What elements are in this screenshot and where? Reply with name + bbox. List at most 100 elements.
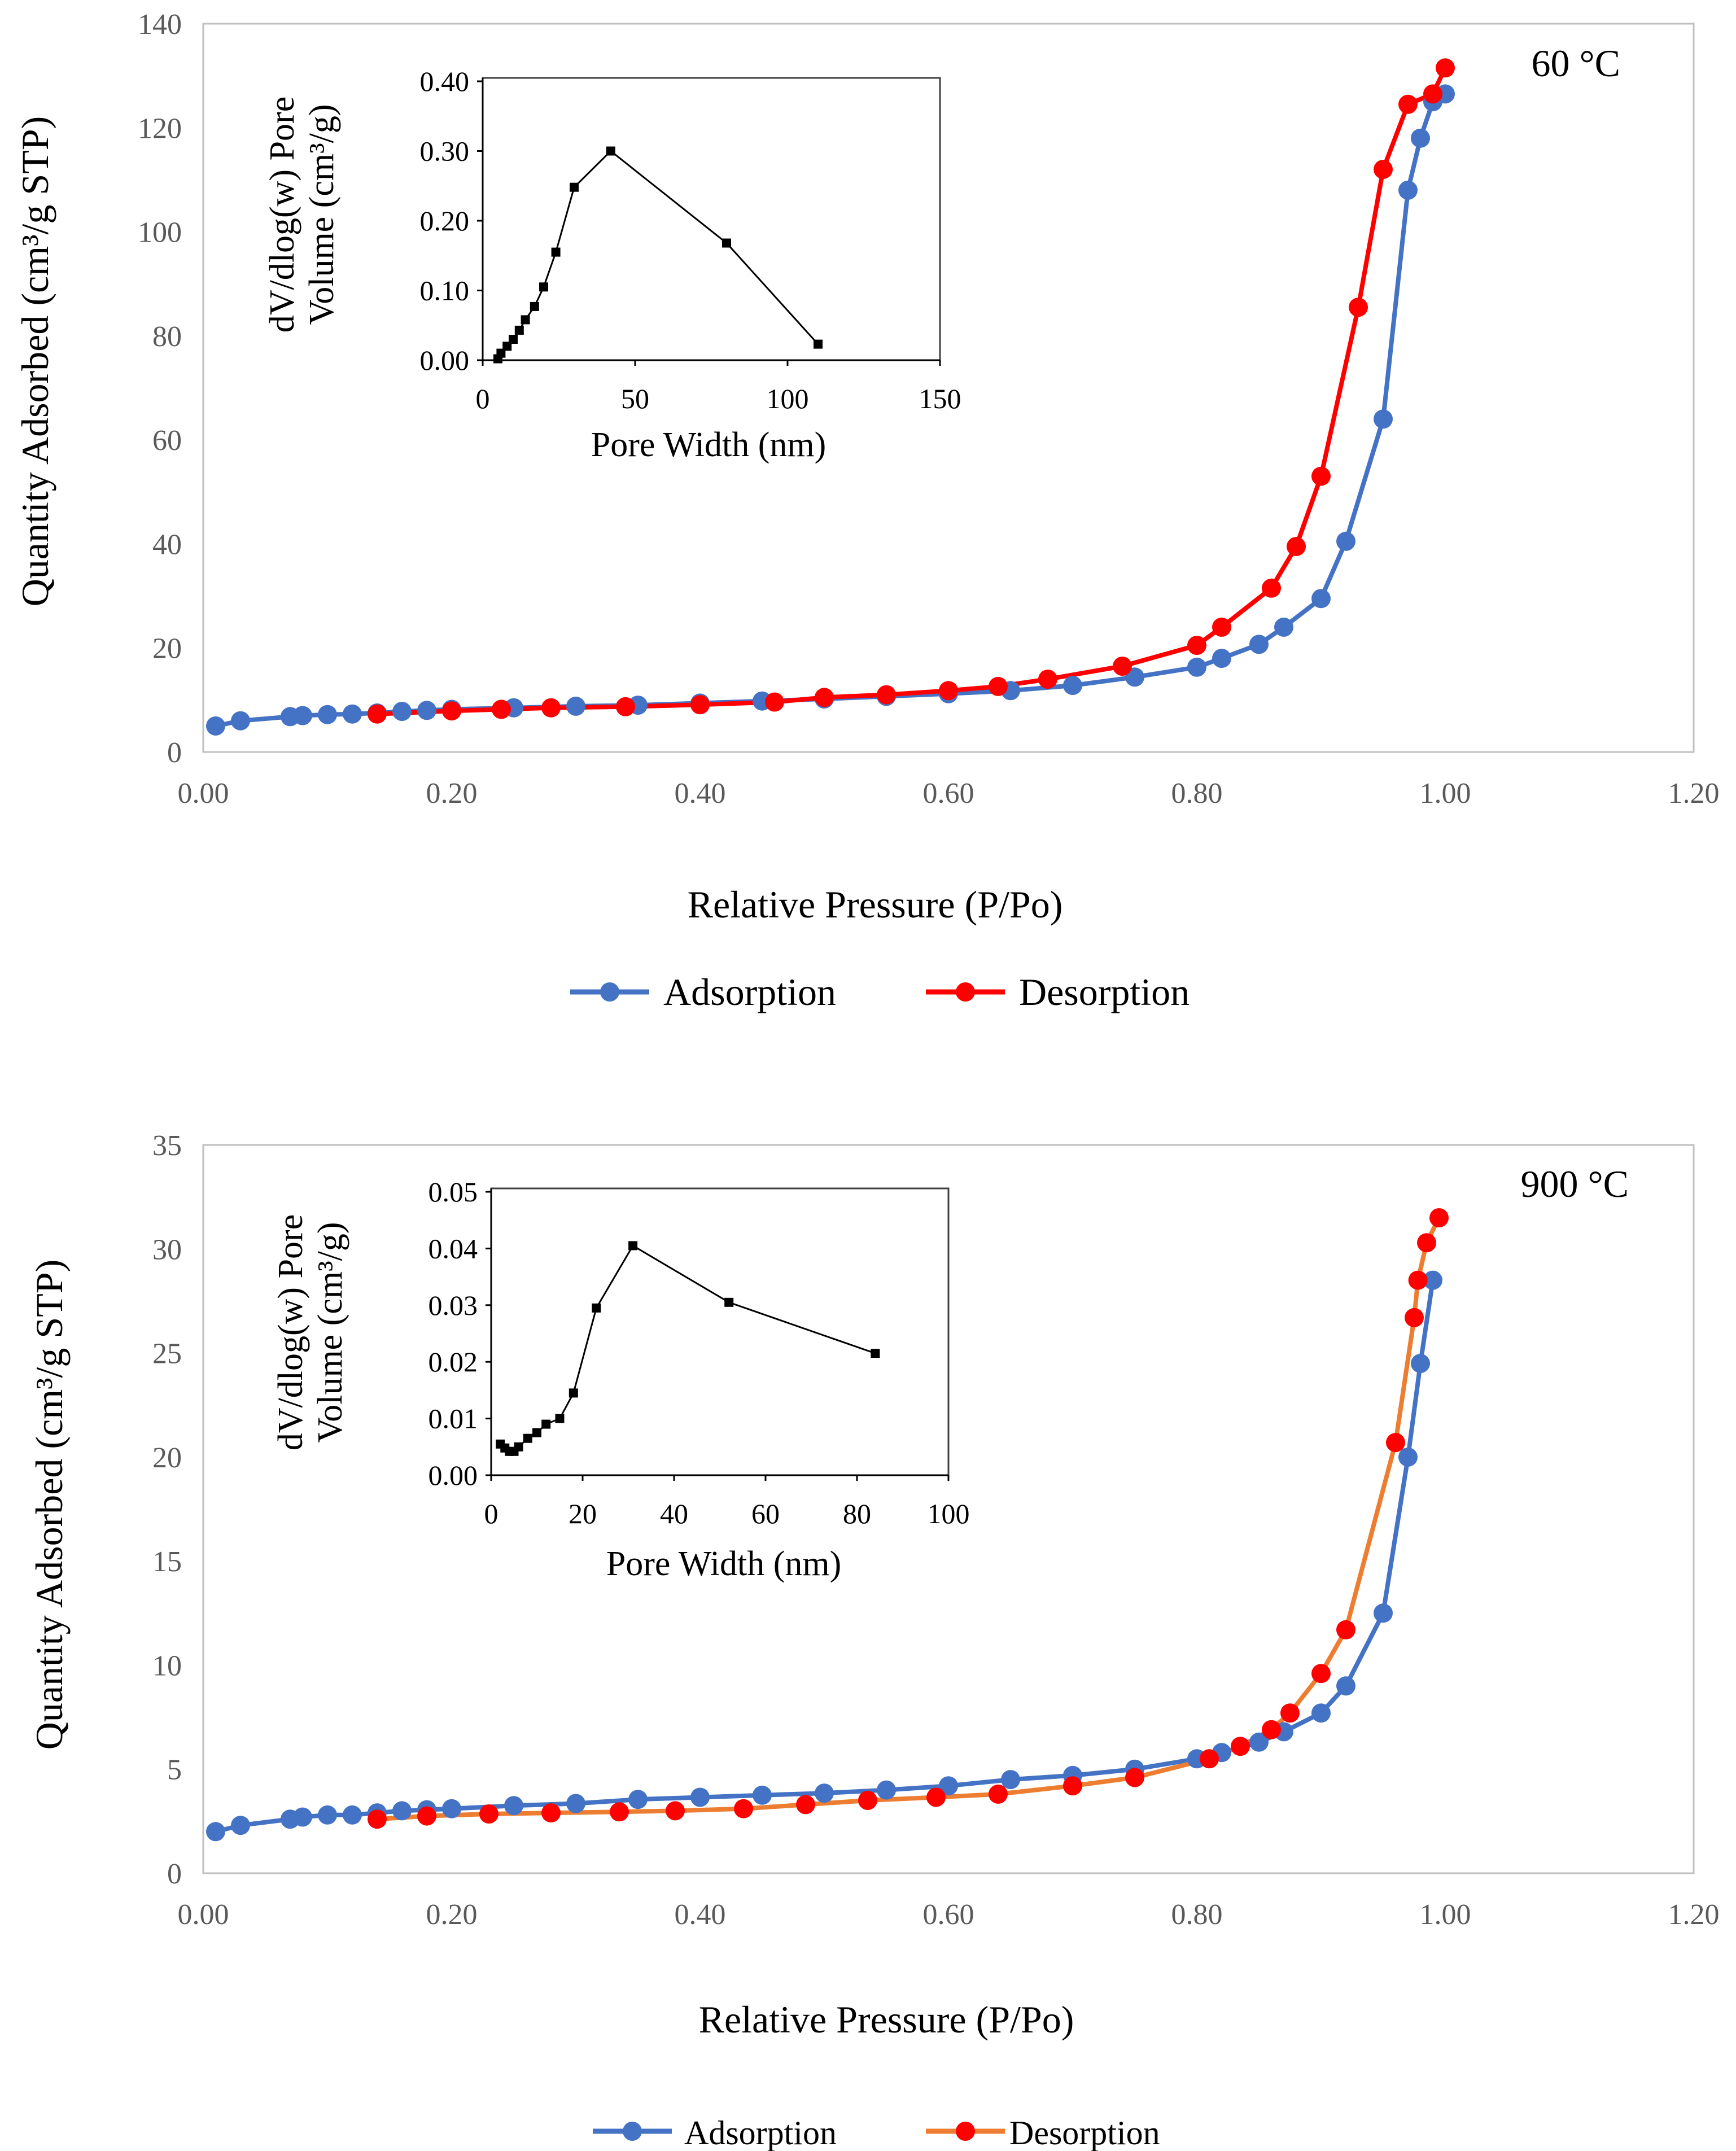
- data-point-adsorption: [318, 1805, 337, 1825]
- inset-y-axis-title-line2: Volume (cm³/g): [303, 104, 341, 325]
- data-point-adsorption: [293, 1807, 312, 1827]
- data-point-adsorption: [293, 706, 312, 725]
- data-point-desorption: [479, 1804, 499, 1824]
- data-point-adsorption: [1125, 667, 1144, 687]
- data-point-adsorption: [343, 1805, 362, 1825]
- inset-chart: 0.00 0.10 0.20 0.30 0.40 0 50 100 150 Pore Width…: [263, 65, 961, 464]
- inset-x-tick-label: 40: [660, 1498, 688, 1529]
- inset-data-point: [570, 182, 579, 192]
- data-point-adsorption: [206, 716, 225, 736]
- inset-y-tick-label: 0.10: [420, 275, 470, 307]
- inset-data-point: [871, 1349, 880, 1358]
- series-line-desorption: [377, 1217, 1441, 1822]
- inset-y-axis-title-line2: Volume (cm³/g): [311, 1222, 349, 1442]
- data-point-desorption: [989, 676, 1008, 696]
- data-point-desorption: [1374, 160, 1393, 179]
- data-point-adsorption: [231, 1816, 250, 1835]
- data-point-adsorption: [939, 1776, 958, 1796]
- data-point-adsorption: [1212, 649, 1231, 668]
- data-point-adsorption: [392, 702, 412, 722]
- y-tick-label: 40: [152, 528, 182, 561]
- inset-x-tick-label: 20: [569, 1498, 597, 1529]
- legend-adsorption-marker: [600, 982, 619, 1002]
- inset-x-tick-label: 0: [476, 383, 490, 414]
- inset-x-tick-label: 0: [484, 1498, 499, 1529]
- inset-data-point: [514, 1442, 523, 1452]
- inset-data-point: [539, 282, 548, 292]
- data-point-adsorption: [206, 1822, 225, 1842]
- x-axis-title: Relative Pressure (P/Po): [699, 1998, 1074, 2041]
- data-point-adsorption: [1423, 1270, 1442, 1290]
- inset-data-point: [569, 1388, 578, 1398]
- x-tick-label: 0.00: [178, 777, 229, 810]
- data-point-adsorption: [1311, 1703, 1331, 1723]
- y-tick-label: 20: [152, 1442, 182, 1474]
- inset-data-point: [724, 1297, 734, 1307]
- x-tick-label: 1.00: [1420, 1899, 1471, 1931]
- data-point-desorption: [541, 1803, 561, 1823]
- x-tick-label: 0.80: [1171, 1899, 1223, 1931]
- x-tick-label: 0.40: [675, 1899, 726, 1931]
- data-point-adsorption: [1249, 1732, 1269, 1752]
- data-point-desorption: [1398, 94, 1418, 114]
- data-point-desorption: [1423, 84, 1442, 104]
- data-point-desorption: [1063, 1776, 1082, 1796]
- y-tick-label: 140: [138, 8, 182, 41]
- legend-adsorption-label: Adsorption: [684, 2114, 837, 2151]
- data-point-desorption: [1436, 58, 1455, 78]
- plot-area: [202, 23, 1695, 753]
- data-point-desorption: [1113, 657, 1132, 676]
- inset-ticks: 0.00 0.01 0.02 0.03 0.04 0.05 0 20 40 60 80 100: [428, 1176, 970, 1529]
- data-point-desorption: [368, 704, 387, 724]
- inset-y-tick-label: 0.00: [420, 344, 470, 376]
- data-point-desorption: [1349, 298, 1368, 317]
- inset-y-tick-label: 0.30: [420, 135, 470, 167]
- data-point-adsorption: [1336, 1676, 1355, 1696]
- y-tick-label: 0: [167, 1858, 182, 1890]
- data-point-adsorption: [1001, 1770, 1020, 1790]
- data-point-adsorption: [392, 1801, 412, 1821]
- data-point-adsorption: [231, 711, 250, 731]
- data-point-desorption: [1311, 1664, 1331, 1684]
- data-point-desorption: [610, 1802, 629, 1822]
- data-point-desorption: [1212, 617, 1231, 637]
- inset-data-point: [502, 342, 512, 351]
- x-tick-label: 0.80: [1171, 777, 1223, 810]
- inset-chart: 0.00 0.01 0.02 0.03 0.04 0.05 0 20 40 60 80 100 Por…: [272, 1176, 970, 1583]
- data-point-adsorption: [566, 1794, 585, 1813]
- data-point-adsorption: [566, 696, 585, 716]
- y-tick-label: 15: [152, 1546, 182, 1578]
- inset-data-point: [814, 339, 823, 349]
- data-point-adsorption: [815, 1783, 834, 1803]
- y-axis-title: Quantity Adsorbed (cm³/g STP): [14, 116, 56, 606]
- data-point-adsorption: [1411, 128, 1430, 148]
- x-tick-label: 0.40: [675, 777, 726, 810]
- y-tick-label: 25: [152, 1338, 182, 1370]
- data-point-desorption: [1417, 1233, 1436, 1253]
- legend-desorption-label: Desorption: [1019, 970, 1190, 1013]
- legend-desorption-marker: [956, 2122, 975, 2141]
- x-tick-label: 0.00: [178, 1899, 229, 1931]
- inset-plot-area: [490, 1187, 950, 1476]
- inset-data-point: [496, 348, 506, 358]
- inset-y-axis-title-line1: dV/dlog(w) Pore: [263, 97, 301, 333]
- data-point-desorption: [368, 1809, 387, 1829]
- data-point-desorption: [442, 701, 461, 721]
- plot-area: [202, 1144, 1695, 1874]
- y-tick-label: 120: [138, 112, 182, 145]
- data-point-desorption: [1038, 670, 1057, 689]
- data-point-desorption: [939, 681, 958, 701]
- data-point-desorption: [1408, 1270, 1428, 1290]
- inset-y-tick-label: 0.04: [428, 1232, 478, 1264]
- data-point-adsorption: [1187, 657, 1206, 677]
- inset-x-axis-title: Pore Width (nm): [591, 426, 827, 464]
- inset-x-tick-label: 60: [751, 1498, 780, 1529]
- inset-y-tick-label: 0.00: [428, 1459, 478, 1491]
- data-point-adsorption: [1411, 1354, 1430, 1373]
- data-point-desorption: [1280, 1703, 1300, 1723]
- inset-data-point: [532, 1428, 541, 1437]
- inset-plot-area: [482, 77, 941, 361]
- inset-x-tick-label: 80: [843, 1498, 871, 1529]
- data-point-desorption: [734, 1799, 753, 1818]
- data-point-desorption: [1200, 1749, 1219, 1769]
